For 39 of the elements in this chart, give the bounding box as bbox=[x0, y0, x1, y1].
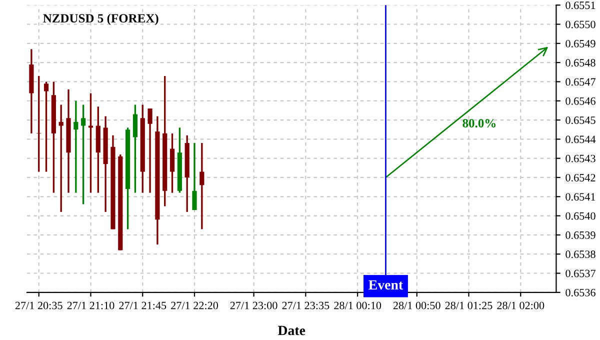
candlestick bbox=[200, 142, 204, 230]
y-tick-label: 0.6541 bbox=[566, 193, 596, 201]
candlestick bbox=[74, 100, 78, 194]
x-axis-title: Date bbox=[278, 326, 306, 336]
candlestick bbox=[132, 104, 138, 194]
x-tick-label: 27/1 21:45 bbox=[119, 302, 166, 310]
candlestick bbox=[148, 108, 152, 194]
x-tick-label: 27/1 23:00 bbox=[230, 302, 278, 310]
x-tick-label: 27/1 22:20 bbox=[171, 302, 218, 310]
candlestick bbox=[81, 104, 86, 206]
candlestick bbox=[170, 132, 175, 194]
text: NZDUSD 5 (FOREX) bbox=[43, 14, 158, 26]
annotation: 80.0% bbox=[462, 119, 496, 128]
y-tick-label: 0.6537 bbox=[566, 270, 596, 278]
y-tick-label: 0.6551 bbox=[566, 2, 596, 10]
x-tick-label: 28/1 01:25 bbox=[445, 302, 492, 310]
y-tick-label: 0.6536 bbox=[566, 288, 596, 296]
y-tick-label: 0.6542 bbox=[566, 174, 596, 182]
y-tick-label: 0.6538 bbox=[566, 250, 596, 258]
x-tick-label: 27/1 20:35 bbox=[15, 302, 62, 310]
candlestick bbox=[44, 80, 49, 173]
y-tick-label: 0.6546 bbox=[566, 97, 596, 105]
y-tick-label: 0.6544 bbox=[566, 136, 596, 144]
x-tick-label: 27/1 23:35 bbox=[282, 302, 330, 310]
y-tick-label: 0.6545 bbox=[566, 116, 596, 124]
y-tick-label: 0.6547 bbox=[566, 78, 596, 86]
ref-line-label: Event bbox=[368, 280, 404, 290]
candlestick bbox=[58, 104, 64, 213]
y-tick-label: 0.6543 bbox=[566, 154, 596, 162]
x-tick-label: 27/1 21:10 bbox=[67, 302, 114, 310]
y-tick-label: 0.6549 bbox=[566, 40, 596, 48]
y-tick-label: 0.6548 bbox=[566, 59, 596, 67]
y-tick-label: 0.6540 bbox=[566, 212, 596, 220]
candlestick bbox=[192, 142, 197, 211]
x-tick-label: 28/1 00:10 bbox=[334, 302, 382, 310]
y-tick-label: 0.6550 bbox=[566, 20, 596, 28]
y-tick-label: 0.6539 bbox=[566, 231, 596, 239]
x-tick-label: 28/1 02:00 bbox=[497, 302, 544, 310]
x-tick-label: 28/1 00:50 bbox=[393, 302, 440, 310]
